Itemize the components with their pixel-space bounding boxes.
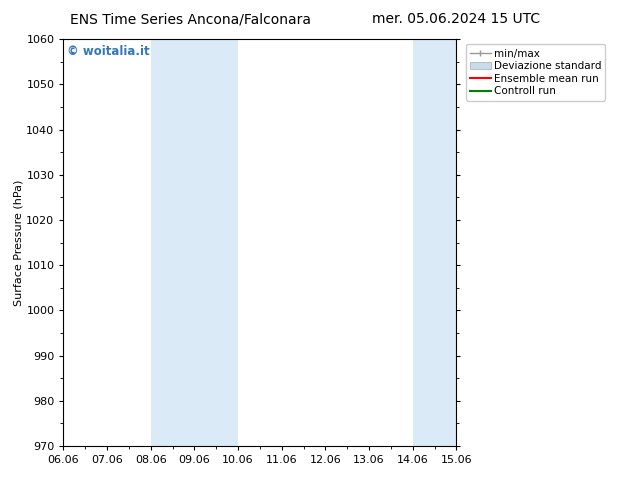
- Legend: min/max, Deviazione standard, Ensemble mean run, Controll run: min/max, Deviazione standard, Ensemble m…: [465, 45, 605, 100]
- Text: ENS Time Series Ancona/Falconara: ENS Time Series Ancona/Falconara: [70, 12, 311, 26]
- Y-axis label: Surface Pressure (hPa): Surface Pressure (hPa): [13, 179, 23, 306]
- Bar: [195, 39, 238, 446]
- Bar: [151, 39, 195, 446]
- Text: mer. 05.06.2024 15 UTC: mer. 05.06.2024 15 UTC: [372, 12, 541, 26]
- Bar: [413, 39, 456, 446]
- Text: © woitalia.it: © woitalia.it: [67, 45, 150, 58]
